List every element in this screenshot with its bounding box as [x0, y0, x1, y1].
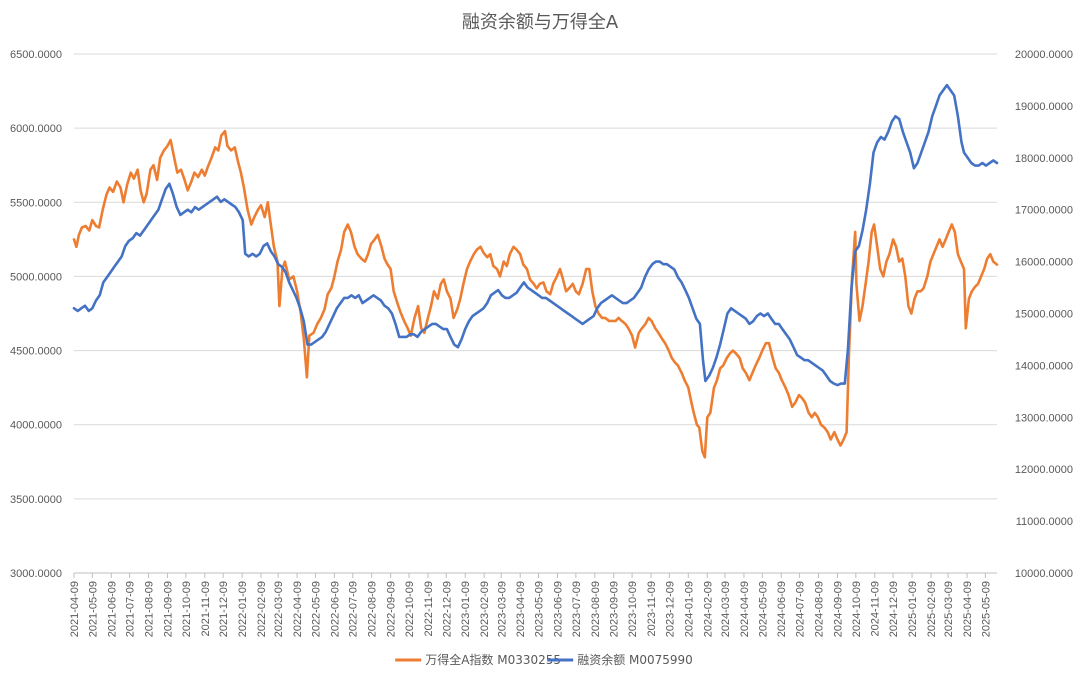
x-tick-label: 2021-12-09 [218, 581, 230, 637]
legend: 万得全A指数 M0330255 融资余额 M0075990 [395, 652, 693, 667]
right-y-axis: 10000.0000 11000.0000 12000.0000 13000.0000… [1015, 49, 1073, 580]
right-tick-label: 12000.0000 [1015, 464, 1073, 476]
x-tick-label: 2021-09-09 [163, 581, 175, 637]
right-tick-label: 14000.0000 [1015, 360, 1073, 372]
x-axis: 2021-04-09 2021-05-09 2021-06-09 2021-07-09… [69, 572, 997, 637]
right-tick-label: 17000.0000 [1015, 205, 1073, 217]
x-tick-label: 2024-03-09 [720, 581, 732, 637]
x-tick-label: 2023-05-09 [534, 581, 546, 637]
x-tick-label: 2022-08-09 [367, 581, 379, 637]
x-tick-label: 2024-05-09 [757, 581, 769, 637]
x-tick-label: 2024-06-09 [776, 581, 788, 637]
x-tick-label: 2025-02-09 [926, 581, 938, 637]
x-tick-label: 2023-02-09 [479, 581, 491, 637]
x-tick-label: 2022-09-09 [386, 581, 398, 637]
x-tick-label: 2023-11-09 [646, 581, 658, 636]
x-tick-label: 2024-12-09 [888, 581, 900, 637]
x-tick-label: 2025-04-09 [962, 581, 974, 637]
right-tick-label: 11000.0000 [1016, 516, 1073, 528]
x-tick-label: 2021-11-09 [200, 581, 212, 636]
x-tick-label: 2023-06-09 [553, 581, 565, 637]
x-tick-label: 2021-08-09 [144, 581, 156, 637]
legend-label-2: 融资余额 M0075990 [577, 652, 693, 667]
x-tick-label: 2025-05-09 [980, 581, 992, 637]
right-tick-label: 20000.0000 [1015, 49, 1073, 61]
x-tick-label: 2024-04-09 [739, 581, 751, 637]
x-tick-label: 2021-04-09 [69, 581, 81, 637]
right-tick-label: 18000.0000 [1015, 153, 1073, 165]
x-tick-label: 2023-10-09 [627, 581, 639, 637]
right-tick-label: 10000.0000 [1015, 568, 1073, 580]
x-tick-label: 2023-04-09 [515, 581, 527, 637]
x-tick-label: 2021-06-09 [106, 581, 118, 637]
left-y-axis: 3000.0000 3500.0000 4000.0000 4500.0000 5000… [10, 49, 62, 580]
x-tick-label: 2023-12-09 [664, 581, 676, 637]
left-tick-label: 4000.0000 [10, 420, 62, 432]
left-tick-label: 3000.0000 [10, 568, 62, 580]
series-layer [72, 83, 999, 459]
x-tick-label: 2022-04-09 [292, 581, 304, 637]
series-line-2 [72, 83, 999, 387]
x-tick-label: 2023-03-09 [496, 581, 508, 637]
x-tick-label: 2023-01-09 [460, 581, 472, 637]
x-tick-label: 2022-11-09 [423, 581, 435, 636]
x-tick-label: 2022-02-09 [256, 581, 268, 637]
x-tick-label: 2022-07-09 [348, 581, 360, 637]
right-tick-label: 19000.0000 [1015, 101, 1073, 113]
x-tick-label: 2022-05-09 [310, 581, 322, 637]
x-tick-label: 2024-01-09 [683, 581, 695, 637]
left-tick-label: 5500.0000 [10, 197, 62, 209]
x-tick-label: 2022-03-09 [273, 581, 285, 637]
x-tick-label: 2024-07-09 [795, 581, 807, 637]
x-tick-label: 2024-09-09 [832, 581, 844, 637]
x-tick-label: 2022-10-09 [404, 581, 416, 637]
x-tick-label: 2022-06-09 [329, 581, 341, 637]
left-tick-label: 3500.0000 [10, 494, 62, 506]
right-tick-label: 15000.0000 [1015, 309, 1073, 321]
left-tick-label: 5000.0000 [10, 271, 62, 283]
chart-title: 融资余额与万得全A [462, 12, 619, 33]
x-tick-label: 2023-07-09 [571, 581, 583, 637]
left-tick-label: 6000.0000 [10, 123, 62, 135]
x-tick-label: 2021-05-09 [87, 581, 99, 637]
x-tick-label: 2024-10-09 [851, 581, 863, 637]
x-tick-label: 2023-08-09 [590, 581, 602, 637]
x-tick-label: 2022-12-09 [441, 581, 453, 637]
x-tick-label: 2025-03-09 [943, 581, 955, 637]
x-tick-label: 2021-07-09 [125, 581, 137, 637]
x-tick-label: 2024-02-09 [702, 581, 714, 637]
left-tick-label: 4500.0000 [10, 346, 62, 358]
left-tick-label: 6500.0000 [10, 49, 62, 61]
x-tick-label: 2023-09-09 [609, 581, 621, 637]
x-tick-label: 2025-01-09 [907, 581, 919, 637]
right-tick-label: 16000.0000 [1015, 257, 1073, 269]
x-tick-label: 2024-08-09 [814, 581, 826, 637]
right-tick-label: 13000.0000 [1015, 412, 1073, 424]
legend-label-1: 万得全A指数 M0330255 [425, 652, 561, 667]
x-tick-label: 2024-11-09 [870, 581, 882, 636]
x-tick-label: 2022-01-09 [237, 581, 249, 637]
x-tick-label: 2021-10-09 [181, 581, 193, 637]
